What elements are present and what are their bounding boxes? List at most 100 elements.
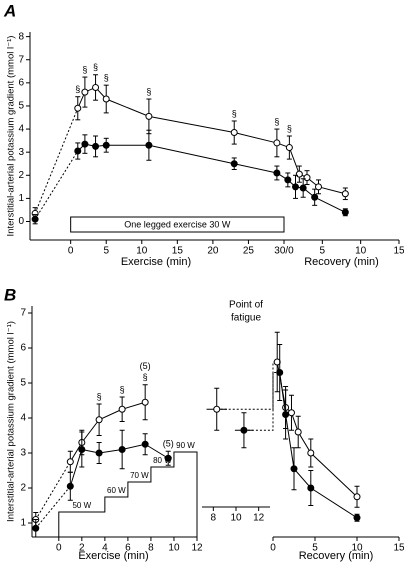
data-point	[141, 440, 149, 448]
x-axis-label: Recovery (min)	[299, 550, 374, 562]
point-label: §	[104, 73, 109, 83]
y-tick-label: 3	[20, 448, 26, 459]
annotation: fatigue	[231, 313, 261, 324]
data-point	[66, 482, 74, 490]
y-tick-label: 2	[18, 170, 24, 181]
point-label: §	[232, 108, 237, 118]
y-tick-label: 4	[20, 413, 26, 424]
data-point	[74, 104, 82, 112]
data-point	[66, 458, 74, 466]
data-point	[287, 409, 295, 417]
x-tick-label: 0	[68, 246, 74, 257]
data-point	[292, 183, 299, 191]
point-label: (5)	[163, 439, 174, 449]
panel-label: B	[4, 285, 16, 304]
data-point	[92, 83, 100, 91]
segment-join	[243, 372, 280, 431]
data-point	[315, 183, 322, 191]
x-tick-label: 8	[211, 513, 217, 524]
y-tick-label: 8	[18, 31, 24, 42]
data-point	[230, 160, 238, 168]
series-line	[279, 372, 358, 519]
x-tick-label: 0	[270, 543, 276, 554]
series-line	[276, 361, 358, 498]
x-tick-label: 6	[125, 543, 131, 554]
dotted-link	[35, 461, 71, 520]
data-point	[102, 95, 110, 103]
x-tick-label: 8	[148, 543, 154, 554]
data-point	[102, 141, 110, 149]
x-tick-label: 10	[136, 246, 148, 257]
x-tick-label: 25	[243, 246, 255, 257]
dotted-link	[34, 150, 79, 220]
workload-label: 50 W	[72, 501, 91, 510]
annotation: Point of	[229, 300, 263, 311]
x-tick-label: 15	[393, 246, 404, 257]
point-label: (5)	[140, 361, 151, 371]
point-label: §	[143, 372, 148, 382]
y-tick-label: 5	[20, 378, 26, 389]
x-axis-label: Exercise (min)	[78, 550, 148, 562]
exercise-box	[70, 216, 285, 233]
data-point	[240, 426, 248, 434]
workload-label: 80 W	[153, 456, 172, 465]
data-point	[78, 446, 86, 453]
data-point	[294, 428, 302, 436]
x-tick-label: 10	[351, 543, 363, 554]
data-point	[285, 144, 293, 152]
point-label: §	[120, 384, 125, 394]
point-label: §	[146, 86, 151, 96]
data-point	[213, 405, 221, 413]
data-point	[230, 129, 238, 137]
x-tick-label: 4	[102, 543, 108, 554]
data-point	[290, 465, 298, 473]
data-point	[303, 174, 311, 182]
y-tick-label: 7	[20, 308, 26, 319]
x-tick-label: 15	[393, 543, 404, 554]
point-label: §	[75, 84, 80, 94]
series-line	[69, 443, 169, 487]
data-point	[276, 369, 284, 376]
x-tick-label: 5	[312, 543, 318, 554]
x-axis-label: Recovery (min)	[304, 256, 379, 268]
x-tick-label: 10	[168, 543, 180, 554]
data-point	[307, 484, 315, 492]
y-tick-label: 5	[18, 101, 24, 112]
data-point	[353, 514, 361, 522]
workload-label: 60 W	[107, 486, 126, 495]
workload-label: 90 W	[176, 441, 195, 450]
y-tick-label: 2	[20, 483, 26, 494]
y-axis-label: Interstitial-arterial potassium gradient…	[6, 36, 17, 237]
data-point	[74, 147, 82, 155]
data-point	[295, 170, 303, 178]
data-point	[141, 398, 149, 406]
data-point	[341, 208, 349, 216]
panel-label: A	[3, 1, 16, 20]
workload-label: 70 W	[130, 471, 149, 480]
y-tick-label: 6	[20, 343, 26, 354]
y-tick-label: 6	[18, 77, 24, 88]
point-label: §	[82, 64, 87, 74]
y-tick-label: 7	[18, 54, 24, 65]
dotted-link	[34, 108, 79, 214]
data-point	[118, 405, 126, 413]
data-point	[353, 493, 361, 501]
series-line	[77, 86, 278, 144]
x-tick-label: 12	[253, 513, 265, 524]
data-point	[145, 141, 153, 149]
data-point	[282, 411, 290, 418]
exercise-box-label: One legged exercise 30 W	[124, 219, 231, 229]
point-label: §	[287, 123, 292, 133]
data-point	[307, 449, 315, 457]
y-tick-label: 1	[20, 518, 26, 529]
x-axis-label: Exercise (min)	[121, 256, 191, 268]
data-point	[81, 88, 89, 96]
point-label: §	[97, 391, 102, 401]
dotted-link	[35, 485, 71, 529]
point-label: §	[93, 62, 98, 72]
data-point	[95, 416, 103, 424]
data-point	[145, 112, 153, 120]
y-axis-label: Interstitial-arterial potassium gradient…	[6, 321, 17, 522]
y-tick-label: 3	[18, 147, 24, 158]
